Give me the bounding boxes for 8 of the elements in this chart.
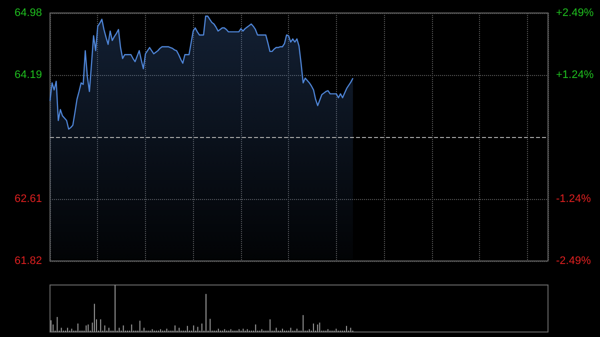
y2-tick-label: +2.49% [556,7,594,19]
y-tick-label: 64.19 [14,69,42,81]
y-tick-label: 61.82 [14,255,42,267]
y-tick-label: 64.98 [14,7,42,19]
y2-tick-label: -2.49% [556,255,592,267]
y-tick-label: 62.61 [14,193,42,205]
y2-tick-label: +1.24% [556,69,594,82]
y2-tick-label: -1.24% [556,192,592,205]
